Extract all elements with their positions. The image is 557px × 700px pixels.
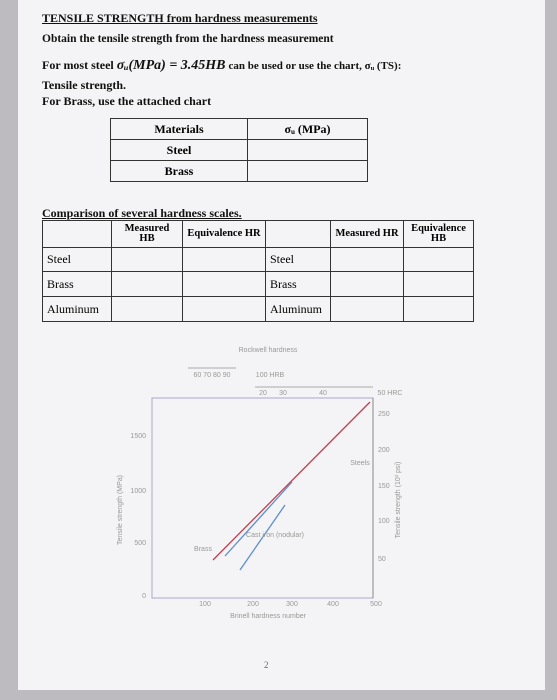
- bottom-tick: 400: [327, 601, 339, 608]
- left-tick: 1500: [130, 433, 146, 440]
- brass-note: For Brass, use the attached chart: [42, 94, 212, 108]
- left-tick: 0: [142, 593, 146, 600]
- title: TENSILE STRENGTH from hardness measureme…: [42, 11, 318, 25]
- formula: σᵤ(MPa) = 3.45HB: [116, 58, 226, 73]
- text: For most steel: [42, 58, 114, 72]
- bottom-tick: 200: [247, 601, 259, 608]
- bottom-tick: 300: [286, 601, 298, 608]
- hrc-label: 50 HRC: [378, 390, 403, 397]
- left-tick: 500: [134, 540, 146, 547]
- cell: [111, 271, 183, 297]
- right-tick: 150: [378, 483, 390, 490]
- right-tick: 250: [378, 411, 390, 418]
- curve-label: Brass: [194, 546, 212, 553]
- page-number: 2: [264, 660, 269, 670]
- cell: [111, 247, 183, 272]
- bottom-tick: 500: [370, 601, 382, 608]
- cell: Brass: [110, 160, 248, 182]
- right-axis-label: Tensile strength (10³ psi): [395, 462, 402, 539]
- instruction: Obtain the tensile strength from the har…: [42, 33, 334, 45]
- comparison-title: Comparison of several hardness scales.: [42, 206, 242, 220]
- left-tick: 1000: [130, 488, 146, 495]
- hrc-tick: 20: [259, 390, 267, 397]
- curve-label: Cast iron (nodular): [246, 532, 304, 539]
- text: can be used or use the chart, σᵤ (TS):: [228, 60, 402, 72]
- paper: [18, 0, 545, 690]
- formula-line: For most steel σᵤ(MPa) = 3.45HB can be u…: [42, 58, 401, 74]
- cell: [247, 160, 368, 182]
- cell: Brass: [265, 271, 331, 297]
- cast-iron-curve: [239, 504, 286, 571]
- figure-title: Rockwell hardness: [239, 347, 298, 354]
- left-axis-label: Tensile strength (MPa): [117, 475, 124, 545]
- cell: [330, 296, 404, 322]
- header-cell: Equivalence HR: [182, 220, 266, 248]
- right-tick: 200: [378, 447, 390, 454]
- plot-frame: [151, 397, 374, 599]
- cell: [111, 296, 183, 322]
- cell: Steel: [42, 247, 112, 272]
- cell: [182, 247, 266, 272]
- cell: Aluminum: [265, 296, 331, 322]
- comparison-table: Measured HB Equivalence HR Measured HR E…: [42, 220, 474, 322]
- cell: [265, 220, 331, 248]
- hrb-ticks: 60 70 80 90: [194, 372, 231, 379]
- right-tick: 100: [378, 518, 390, 525]
- bottom-tick: 100: [199, 601, 211, 608]
- brass-curve: [224, 481, 293, 557]
- hrc-tick: 40: [319, 390, 327, 397]
- hrc-tick: 30: [279, 390, 287, 397]
- hrb-label: 100 HRB: [256, 372, 285, 379]
- cell: [42, 220, 112, 248]
- cell: [403, 296, 474, 322]
- steel-curve: [212, 401, 371, 561]
- right-tick: 50: [378, 556, 386, 563]
- materials-table: Materials σᵤ (MPa) Steel Brass: [110, 118, 368, 182]
- note: Tensile strength.: [42, 78, 127, 92]
- bottom-axis-label: Brinell hardness number: [230, 613, 307, 620]
- curve-label: Steels: [350, 460, 370, 467]
- cell: Aluminum: [42, 296, 112, 322]
